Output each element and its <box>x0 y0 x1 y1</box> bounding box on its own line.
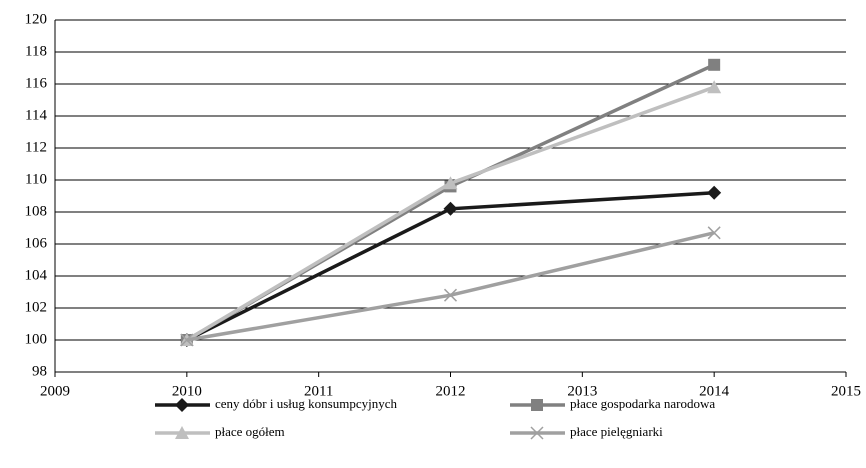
y-tick-label: 110 <box>25 171 47 187</box>
data-point <box>180 333 194 347</box>
data-point <box>443 288 458 302</box>
data-point <box>707 226 721 240</box>
x-tick-label: 2014 <box>699 383 730 399</box>
y-tick-label: 106 <box>25 235 48 251</box>
series-line <box>186 231 715 342</box>
y-tick-label: 100 <box>25 331 48 347</box>
legend-marker <box>531 399 543 411</box>
data-point <box>707 185 722 200</box>
y-tick-label: 104 <box>25 267 48 283</box>
y-tick-label: 108 <box>25 203 48 219</box>
x-tick-label: 2015 <box>831 383 861 399</box>
legend-marker <box>175 398 189 412</box>
x-tick-label: 2009 <box>40 383 70 399</box>
y-tick-label: 120 <box>25 11 48 27</box>
legend-marker <box>175 426 189 439</box>
legend-label: płace gospodarka narodowa <box>570 396 715 411</box>
legend-label: ceny dóbr i usług konsumpcyjnych <box>215 396 397 411</box>
data-point <box>443 176 458 190</box>
data-point <box>707 80 722 94</box>
y-tick-label: 114 <box>25 107 47 123</box>
y-tick-label: 118 <box>25 43 47 59</box>
legend-marker <box>530 426 544 440</box>
x-tick-label: 2012 <box>436 383 466 399</box>
legend-label: płace pielęgniarki <box>570 424 663 439</box>
y-tick-label: 112 <box>25 139 47 155</box>
x-tick-label: 2010 <box>172 383 202 399</box>
legend-label: płace ogółem <box>215 424 285 439</box>
y-tick-label: 98 <box>32 363 47 379</box>
x-tick-label: 2013 <box>567 383 597 399</box>
data-point <box>708 58 721 71</box>
y-tick-label: 116 <box>25 75 47 91</box>
y-tick-label: 102 <box>25 299 48 315</box>
x-tick-label: 2011 <box>304 383 333 399</box>
data-point <box>443 201 458 216</box>
